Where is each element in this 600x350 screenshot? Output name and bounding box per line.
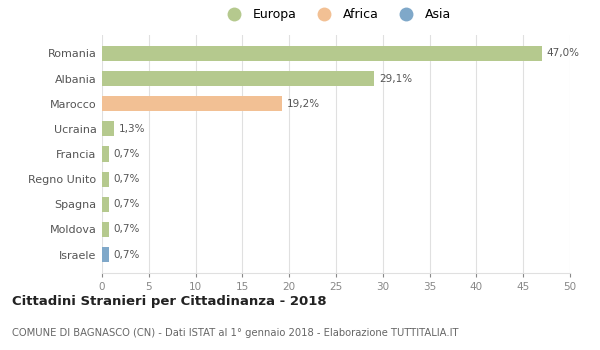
Text: 47,0%: 47,0% [547,48,580,58]
Text: 0,7%: 0,7% [113,174,140,184]
Bar [102,247,109,262]
Text: 1,3%: 1,3% [119,124,145,134]
Legend: Europa, Africa, Asia: Europa, Africa, Asia [218,6,454,24]
Text: Cittadini Stranieri per Cittadinanza - 2018: Cittadini Stranieri per Cittadinanza - 2… [12,294,326,308]
Bar [102,96,282,111]
Text: 19,2%: 19,2% [286,99,320,109]
Bar [102,71,374,86]
Text: 0,7%: 0,7% [113,224,140,234]
Bar [102,197,109,212]
Text: COMUNE DI BAGNASCO (CN) - Dati ISTAT al 1° gennaio 2018 - Elaborazione TUTTITALI: COMUNE DI BAGNASCO (CN) - Dati ISTAT al … [12,328,458,338]
Bar [102,46,542,61]
Bar [102,146,109,162]
Text: 29,1%: 29,1% [379,74,412,84]
Text: 0,7%: 0,7% [113,149,140,159]
Bar [102,121,114,136]
Bar [102,172,109,187]
Bar [102,222,109,237]
Text: 0,7%: 0,7% [113,250,140,260]
Text: 0,7%: 0,7% [113,199,140,209]
